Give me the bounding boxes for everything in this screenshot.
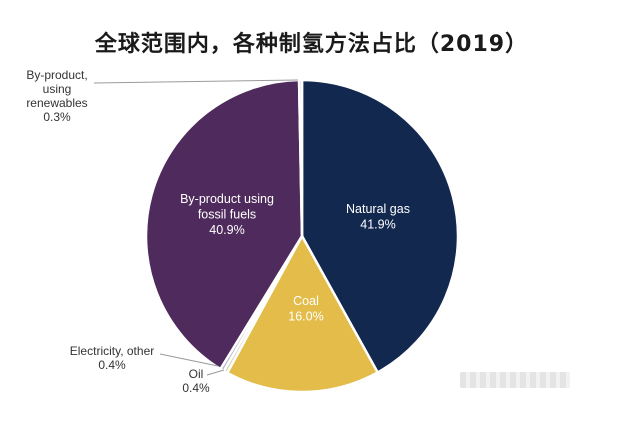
slice-label-electricity-other: Electricity, other 0.4% — [70, 344, 154, 372]
slice-label-natural-gas: Natural gas 41.9% — [346, 202, 410, 232]
slice-labels: Natural gas 41.9% Coal 16.0% Oil 0.4% Electric… — [26, 68, 410, 395]
leader-lines — [93, 79, 299, 376]
slice-label-by-product-using-renewables: By-product, using renewables 0.3% — [26, 68, 87, 124]
leader-line-oil — [206, 369, 225, 376]
leader-line-by-product-using-renewables — [93, 79, 299, 84]
chart-title: 全球范围内，各种制氢方法占比（2019） — [94, 32, 529, 57]
leader-line-electricity-other — [159, 353, 219, 367]
watermark-blur — [460, 372, 570, 388]
slice-label-oil: Oil 0.4% — [182, 367, 210, 395]
pie-slice-natural-gas — [300, 78, 460, 374]
slice-label-coal: Coal 16.0% — [288, 294, 323, 324]
pie-slices — [144, 78, 460, 394]
pie-slice-by-product-using-fossil-fuels — [144, 78, 304, 371]
pie-slice-by-product-using-renewables — [297, 78, 304, 238]
pie-slice-coal — [225, 234, 379, 394]
slice-label-by-product-using-fossil-fuels: By-product using fossil fuels 40.9% — [180, 192, 274, 237]
